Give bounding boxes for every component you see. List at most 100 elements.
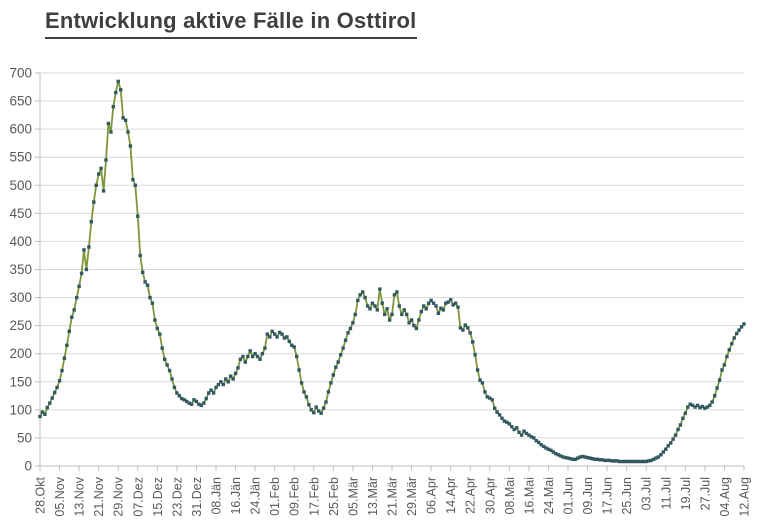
data-point-marker: [439, 306, 443, 310]
data-point-marker: [400, 312, 404, 317]
data-point-marker: [363, 295, 367, 300]
data-point-marker: [625, 459, 629, 464]
data-point-marker: [55, 385, 59, 390]
data-point-marker: [92, 200, 96, 204]
data-point-marker: [666, 444, 670, 448]
data-point-marker: [561, 455, 565, 459]
data-point-marker: [573, 457, 577, 461]
data-point-marker: [255, 354, 260, 359]
data-point-marker: [128, 144, 133, 148]
data-point-marker: [693, 405, 697, 409]
y-axis-tick-label: 50: [17, 430, 32, 445]
data-point-marker: [143, 280, 147, 284]
data-point-marker: [141, 270, 145, 274]
data-point-marker: [368, 307, 372, 311]
data-point-marker: [742, 322, 746, 326]
data-point-marker: [480, 381, 485, 385]
data-point-marker: [546, 447, 551, 451]
data-point-marker: [397, 304, 401, 308]
data-point-marker: [732, 336, 736, 340]
data-point-marker: [493, 406, 497, 410]
x-axis-tick-label: 22.Apr: [464, 477, 478, 514]
x-axis-tick-label: 09.Jun: [581, 477, 595, 515]
data-point-marker: [502, 419, 507, 423]
data-point-marker: [583, 455, 587, 459]
data-point-marker: [314, 405, 318, 409]
data-point-marker: [109, 130, 113, 134]
data-point-marker: [302, 390, 306, 394]
data-point-marker: [297, 368, 301, 372]
data-point-marker: [241, 354, 245, 359]
data-point-marker: [282, 336, 287, 340]
data-point-marker: [329, 381, 333, 385]
data-point-marker: [595, 457, 599, 461]
data-point-marker: [678, 423, 683, 427]
x-axis-tick-label: 28.Okt: [34, 476, 48, 513]
data-point-marker: [647, 459, 651, 463]
data-point-marker: [500, 416, 504, 420]
x-axis-tick-label: 01.Jun: [562, 477, 576, 515]
data-point-marker: [632, 459, 636, 464]
data-point-marker: [571, 457, 575, 461]
data-point-marker: [722, 363, 727, 367]
data-point-marker: [136, 214, 140, 218]
data-point-marker: [207, 391, 211, 395]
data-point-marker: [627, 459, 631, 464]
data-point-marker: [204, 396, 208, 401]
x-axis-tick-label: 13.Mär: [366, 477, 380, 516]
data-point-marker: [651, 457, 656, 461]
data-point-marker: [578, 455, 582, 459]
data-point-marker: [75, 295, 79, 300]
data-point-marker: [177, 394, 181, 398]
data-point-marker: [605, 458, 609, 463]
data-point-marker: [634, 459, 639, 464]
data-point-marker: [321, 406, 326, 410]
data-point-marker: [43, 412, 47, 416]
data-point-marker: [385, 307, 389, 311]
data-point-marker: [519, 433, 524, 437]
data-point-marker: [365, 304, 370, 308]
data-point-marker: [319, 411, 323, 415]
data-point-marker: [600, 458, 604, 462]
data-point-marker: [529, 435, 533, 439]
data-point-marker: [713, 394, 717, 398]
data-point-marker: [436, 311, 441, 315]
data-point-marker: [676, 427, 680, 432]
data-point-marker: [551, 450, 555, 454]
data-point-marker: [637, 459, 641, 464]
data-point-marker: [735, 331, 739, 336]
x-axis-tick-label: 11.Jul: [659, 477, 673, 509]
data-point-marker: [243, 360, 247, 364]
data-point-marker: [226, 380, 230, 384]
data-point-marker: [334, 365, 338, 369]
data-point-marker: [89, 220, 93, 224]
data-point-marker: [617, 459, 621, 464]
data-point-marker: [351, 321, 355, 325]
data-point-marker: [505, 420, 509, 424]
data-point-marker: [175, 391, 179, 395]
data-point-marker: [669, 441, 673, 445]
data-point-marker: [387, 318, 392, 322]
x-axis-tick-label: 25.Jun: [620, 477, 634, 515]
data-point-marker: [622, 459, 626, 464]
data-point-marker: [739, 325, 744, 329]
data-point-marker: [412, 323, 416, 328]
data-point-marker: [84, 267, 89, 272]
data-point-marker: [290, 343, 294, 347]
x-axis-tick-label: 14.Apr: [444, 477, 458, 514]
data-point-marker: [419, 309, 423, 314]
data-point-marker: [515, 426, 519, 430]
x-axis-tick-label: 16.Jän: [229, 477, 243, 515]
data-point-marker: [65, 343, 69, 347]
data-point-marker: [273, 332, 277, 336]
data-point-marker: [145, 283, 150, 287]
data-point-marker: [642, 459, 646, 464]
data-point-marker: [343, 338, 348, 342]
data-point-marker: [148, 295, 152, 300]
x-axis-tick-label: 08.Jän: [210, 477, 224, 515]
data-point-marker: [475, 368, 480, 372]
data-point-marker: [70, 315, 74, 319]
data-point-marker: [53, 390, 57, 395]
x-axis-tick-label: 04.Aug: [718, 477, 732, 517]
data-point-marker: [568, 457, 573, 461]
